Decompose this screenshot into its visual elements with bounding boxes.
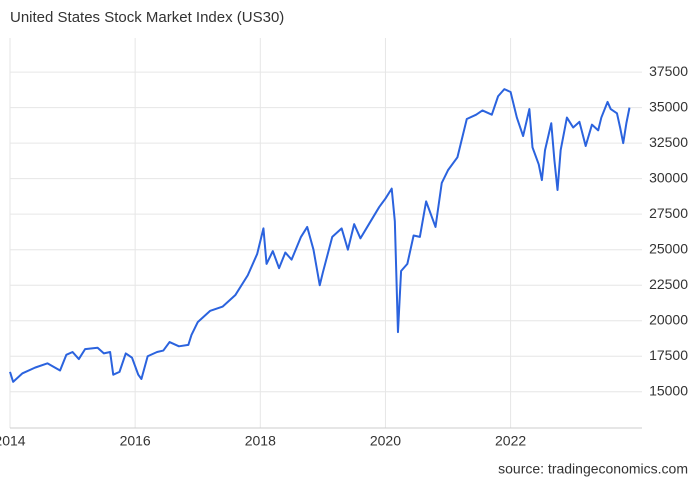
x-tick-label: 2016 (120, 433, 151, 449)
x-tick-label: 2022 (495, 433, 526, 449)
x-tick-label: 2018 (245, 433, 276, 449)
y-tick-label: 20000 (649, 311, 688, 327)
y-tick-label: 27500 (649, 205, 688, 221)
y-tick-label: 15000 (649, 382, 688, 398)
y-tick-label: 32500 (649, 134, 688, 150)
y-tick-label: 35000 (649, 98, 688, 114)
index-line (9, 88, 631, 383)
y-tick-label: 17500 (649, 347, 688, 363)
y-tick-label: 30000 (649, 169, 688, 185)
source-note: source: tradingeconomics.com (498, 461, 688, 477)
x-tick-label: 2014 (0, 433, 26, 449)
x-tick-label: 2020 (370, 433, 401, 449)
chart-title: United States Stock Market Index (US30) (10, 9, 284, 26)
y-tick-label: 25000 (649, 240, 688, 256)
y-tick-label: 22500 (649, 276, 688, 292)
y-tick-label: 37500 (649, 63, 688, 79)
